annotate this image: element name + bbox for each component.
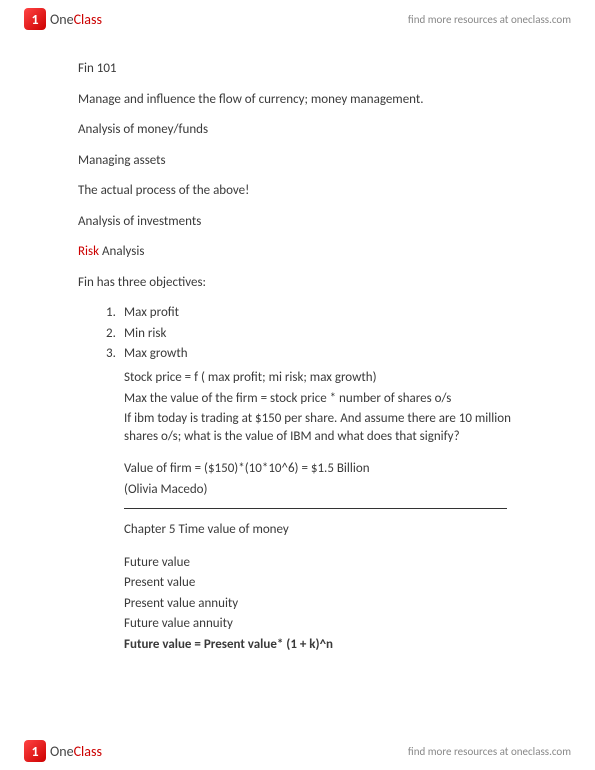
objective-3: Max growth	[124, 346, 188, 361]
para-3: Managing assets	[78, 152, 517, 170]
brand-one: One	[50, 11, 74, 28]
page-header: 1 OneClass find more resources at onecla…	[0, 0, 595, 38]
list-num-3: 3.	[106, 345, 124, 363]
concept-4: Future value annuity	[124, 615, 517, 633]
list-item: 2.Min risk	[106, 325, 517, 343]
risk-word: Risk	[78, 244, 99, 259]
concept-1: Future value	[124, 554, 517, 572]
list-item: 3.Max growth	[106, 345, 517, 363]
spacer	[78, 542, 517, 554]
brand-one: One	[50, 743, 74, 760]
brand-logo-footer: 1 OneClass	[24, 740, 102, 762]
concept-2: Present value	[124, 574, 517, 592]
chapter-title: Chapter 5 Time value of money	[124, 521, 517, 539]
para-5: Analysis of investments	[78, 213, 517, 231]
doc-title: Fin 101	[78, 60, 517, 78]
para-7: Fin has three objectives:	[78, 274, 517, 292]
para-6: Risk Analysis	[78, 243, 517, 261]
brand-icon: 1	[24, 740, 46, 762]
sub-4: Value of firm = ($150)*(10*10^6) = $1.5 …	[124, 460, 517, 478]
brand-text: OneClass	[50, 743, 102, 760]
document-body: Fin 101 Manage and influence the flow of…	[78, 60, 517, 657]
brand-text: OneClass	[50, 11, 102, 28]
sub-2: Max the value of the firm = stock price …	[124, 390, 517, 408]
para-6-rest: Analysis	[99, 244, 144, 259]
sub-1: Stock price = f ( max profit; mi risk; m…	[124, 369, 517, 387]
list-num-1: 1.	[106, 304, 124, 322]
page-footer: 1 OneClass find more resources at onecla…	[0, 732, 595, 770]
brand-logo: 1 OneClass	[24, 8, 102, 30]
sub-3: If ibm today is trading at $150 per shar…	[124, 410, 517, 445]
brand-icon: 1	[24, 8, 46, 30]
brand-class: Class	[74, 743, 102, 760]
header-tagline: find more resources at oneclass.com	[408, 13, 571, 26]
para-1: Manage and influence the flow of currenc…	[78, 91, 517, 109]
concept-3: Present value annuity	[124, 595, 517, 613]
objective-1: Max profit	[124, 305, 179, 320]
spacer	[78, 448, 517, 460]
list-item: 1.Max profit	[106, 304, 517, 322]
para-4: The actual process of the above!	[78, 182, 517, 200]
sub-5: (Olivia Macedo)	[124, 481, 517, 499]
objectives-list: 1.Max profit 2.Min risk 3.Max growth	[106, 304, 517, 363]
formula: Future value = Present value* (1 + k)^n	[124, 636, 517, 654]
objective-2: Min risk	[124, 326, 166, 341]
chapter-divider	[124, 508, 507, 509]
list-num-2: 2.	[106, 325, 124, 343]
para-2: Analysis of money/funds	[78, 121, 517, 139]
footer-tagline: find more resources at oneclass.com	[408, 745, 571, 758]
brand-class: Class	[74, 11, 102, 28]
